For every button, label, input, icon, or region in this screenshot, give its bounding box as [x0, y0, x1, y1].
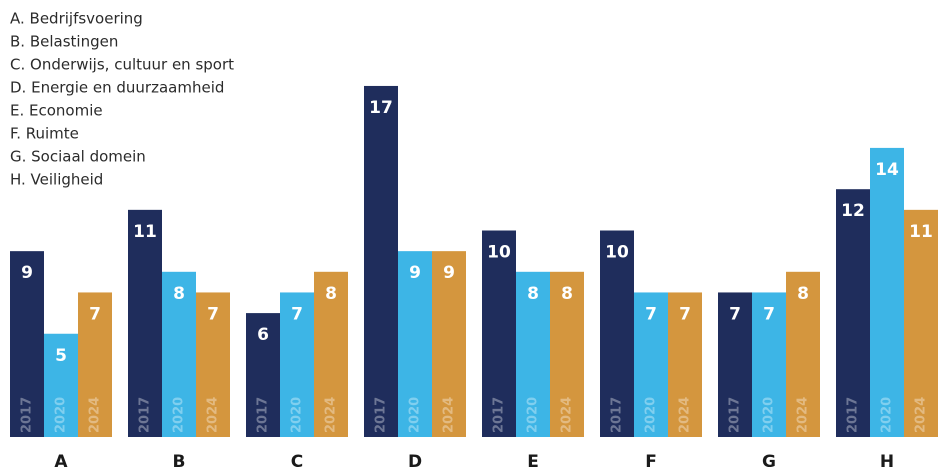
x-tick-label: B [173, 452, 186, 469]
series-label: 2017 [610, 397, 625, 433]
data-label: 7 [207, 304, 219, 324]
data-label: 12 [841, 201, 865, 221]
series-label: 2017 [256, 397, 271, 433]
data-label: 8 [173, 284, 185, 304]
x-tick-label: C [291, 452, 303, 469]
bar [364, 85, 398, 437]
bar [870, 147, 904, 437]
series-label: 2020 [172, 397, 187, 433]
series-label: 2024 [796, 397, 811, 433]
series-label: 2024 [88, 397, 103, 433]
series-label: 2017 [20, 397, 35, 433]
series-label: 2020 [644, 397, 659, 433]
legend-item: D. Energie en duurzaamheid [10, 79, 224, 97]
series-label: 2020 [408, 397, 423, 433]
bar [314, 271, 348, 437]
series-label: 2020 [526, 397, 541, 433]
legend-item: C. Onderwijs, cultuur en sport [10, 56, 234, 74]
data-label: 7 [291, 304, 303, 324]
legend-item: A. Bedrijfsvoering [10, 10, 143, 28]
bar [44, 333, 78, 437]
series-label: 2017 [846, 397, 861, 433]
bar [10, 251, 44, 437]
x-tick-label: H [880, 452, 894, 469]
series-label: 2020 [290, 397, 305, 433]
data-label: 7 [645, 304, 657, 324]
series-label: 2024 [206, 397, 221, 433]
bar [634, 292, 668, 437]
data-label: 11 [133, 222, 157, 242]
bar [280, 292, 314, 437]
series-label: 2020 [54, 397, 69, 433]
series-label: 2017 [374, 397, 389, 433]
data-label: 5 [55, 346, 67, 366]
bar [196, 292, 230, 437]
bar [600, 230, 634, 437]
bar [162, 271, 196, 437]
series-label: 2017 [728, 397, 743, 433]
legend-item: F. Ruimte [10, 125, 79, 143]
bar [718, 292, 752, 437]
data-label: 8 [527, 284, 539, 304]
legend-item: E. Economie [10, 102, 103, 120]
bar [246, 313, 280, 437]
bar [482, 230, 516, 437]
bar [432, 251, 466, 437]
data-label: 11 [909, 222, 933, 242]
data-label: 9 [443, 263, 455, 283]
series-label: 2024 [914, 397, 929, 433]
x-tick-label: F [645, 452, 657, 469]
series-label: 2017 [492, 397, 507, 433]
bar [786, 271, 820, 437]
legend-item: B. Belastingen [10, 33, 118, 51]
data-label: 7 [729, 304, 741, 324]
data-label: 7 [679, 304, 691, 324]
bar [398, 251, 432, 437]
series-label: 2024 [324, 397, 339, 433]
data-label: 8 [797, 284, 809, 304]
data-label: 10 [487, 243, 511, 263]
data-label: 14 [875, 160, 899, 180]
legend-item: G. Sociaal domein [10, 148, 146, 166]
series-label: 2024 [560, 397, 575, 433]
x-tick-label: A [54, 452, 68, 469]
bar [128, 209, 162, 437]
data-label: 17 [369, 98, 393, 118]
data-label: 7 [763, 304, 775, 324]
series-label: 2024 [442, 397, 457, 433]
data-label: 10 [605, 243, 629, 263]
data-label: 7 [89, 304, 101, 324]
bar [78, 292, 112, 437]
data-label: 8 [561, 284, 573, 304]
data-label: 9 [409, 263, 421, 283]
series-label: 2024 [678, 397, 693, 433]
x-tick-label: D [408, 452, 422, 469]
data-label: 8 [325, 284, 337, 304]
legend-item: H. Veiligheid [10, 171, 103, 189]
bar [516, 271, 550, 437]
bar [836, 189, 870, 437]
data-label: 9 [21, 263, 33, 283]
bar [752, 292, 786, 437]
bar [904, 209, 938, 437]
series-label: 2017 [138, 397, 153, 433]
series-label: 2020 [762, 397, 777, 433]
series-label: 2020 [880, 397, 895, 433]
bar [550, 271, 584, 437]
x-tick-label: G [762, 452, 776, 469]
x-tick-label: E [527, 452, 539, 469]
bar [668, 292, 702, 437]
data-label: 6 [257, 325, 269, 345]
